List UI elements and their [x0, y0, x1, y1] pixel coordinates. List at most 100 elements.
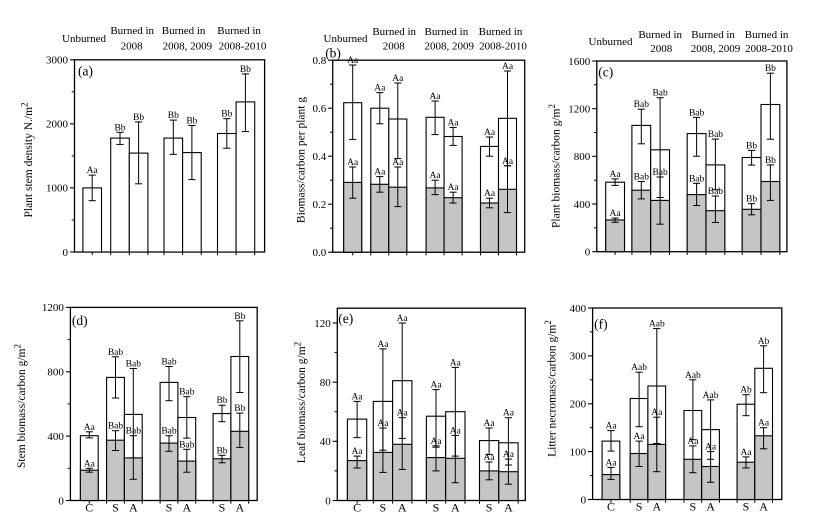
- svg-text:Aa: Aa: [84, 423, 96, 433]
- svg-text:Burned in: Burned in: [162, 25, 206, 37]
- svg-text:S: S: [743, 500, 750, 514]
- svg-text:Bab: Bab: [126, 360, 142, 370]
- svg-text:Bab: Bab: [126, 427, 142, 437]
- svg-text:A: A: [759, 500, 768, 514]
- svg-text:Litter necromass/carbon g/m2: Litter necromass/carbon g/m2: [543, 320, 559, 457]
- svg-text:Aa: Aa: [503, 450, 515, 460]
- svg-text:(c): (c): [598, 65, 613, 80]
- svg-text:Aa: Aa: [430, 437, 442, 447]
- svg-text:2008-2010: 2008-2010: [745, 43, 793, 55]
- svg-text:Burned in: Burned in: [110, 25, 154, 37]
- svg-text:400: 400: [570, 303, 587, 315]
- svg-text:Bab: Bab: [652, 89, 668, 99]
- svg-text:2008, 2009: 2008, 2009: [425, 40, 475, 52]
- svg-text:Plant biomass/carbon g/m2: Plant biomass/carbon g/m2: [547, 104, 563, 228]
- svg-text:Bb: Bb: [186, 117, 197, 127]
- svg-text:0: 0: [325, 495, 331, 507]
- svg-text:S: S: [433, 501, 440, 515]
- svg-text:Aa: Aa: [347, 158, 359, 168]
- svg-text:1000: 1000: [46, 183, 69, 195]
- svg-text:Bab: Bab: [634, 100, 650, 110]
- svg-text:0.0: 0.0: [312, 247, 326, 259]
- svg-text:Aa: Aa: [687, 437, 699, 447]
- svg-text:A: A: [182, 501, 191, 515]
- svg-text:Aa: Aa: [352, 392, 364, 402]
- svg-text:0: 0: [581, 494, 587, 506]
- svg-text:Burned in: Burned in: [745, 29, 789, 41]
- svg-text:800: 800: [47, 367, 64, 379]
- svg-text:Bab: Bab: [689, 108, 705, 118]
- svg-text:Aa: Aa: [374, 84, 386, 94]
- svg-text:3000: 3000: [46, 55, 69, 67]
- svg-text:A: A: [129, 501, 138, 515]
- svg-text:80: 80: [320, 377, 332, 389]
- svg-text:Ab: Ab: [758, 337, 770, 347]
- svg-text:S: S: [690, 500, 697, 514]
- svg-text:0: 0: [63, 247, 69, 259]
- svg-text:Bab: Bab: [108, 422, 124, 432]
- svg-text:Aa: Aa: [87, 166, 99, 176]
- svg-text:2008: 2008: [383, 40, 406, 52]
- svg-text:Aa: Aa: [605, 458, 617, 468]
- svg-text:Aa: Aa: [484, 128, 496, 138]
- svg-text:A: A: [706, 500, 715, 514]
- svg-text:Bab: Bab: [161, 427, 177, 437]
- svg-text:S: S: [486, 501, 493, 515]
- svg-text:2008, 2009: 2008, 2009: [163, 41, 213, 53]
- svg-text:200: 200: [570, 399, 587, 411]
- svg-text:Bb: Bb: [216, 446, 227, 456]
- svg-text:Aa: Aa: [430, 92, 442, 102]
- svg-text:A: A: [451, 501, 460, 515]
- svg-text:Unburned: Unburned: [589, 36, 633, 48]
- svg-text:Bab: Bab: [179, 440, 195, 450]
- svg-text:Biomass/carbon per plant g: Biomass/carbon per plant g: [296, 97, 308, 223]
- svg-text:Aa: Aa: [740, 448, 752, 458]
- svg-text:1200: 1200: [568, 104, 591, 116]
- svg-text:Aa: Aa: [430, 381, 442, 391]
- svg-text:S: S: [636, 500, 643, 514]
- svg-text:Aa: Aa: [484, 189, 496, 199]
- svg-text:1200: 1200: [42, 302, 65, 314]
- svg-text:A: A: [235, 501, 244, 515]
- svg-text:S: S: [219, 501, 226, 515]
- svg-text:Bb: Bb: [765, 156, 776, 166]
- svg-text:Aa: Aa: [502, 157, 514, 167]
- svg-text:800: 800: [574, 151, 591, 163]
- svg-text:A: A: [398, 501, 407, 515]
- svg-text:Bb: Bb: [216, 396, 227, 406]
- svg-text:Unburned: Unburned: [62, 33, 106, 45]
- svg-text:2008-2010: 2008-2010: [479, 40, 527, 52]
- svg-text:0: 0: [58, 495, 64, 507]
- svg-text:0.4: 0.4: [312, 151, 326, 163]
- svg-text:Aa: Aa: [758, 419, 770, 429]
- svg-text:S: S: [112, 501, 119, 515]
- svg-text:A: A: [504, 501, 513, 515]
- svg-text:Aa: Aa: [450, 426, 462, 436]
- svg-text:Aab: Aab: [685, 371, 701, 381]
- svg-text:2000: 2000: [46, 119, 69, 131]
- svg-text:(a): (a): [78, 63, 93, 78]
- svg-text:1600: 1600: [568, 56, 591, 68]
- svg-text:Aa: Aa: [397, 314, 409, 324]
- svg-text:Aab: Aab: [649, 320, 665, 330]
- svg-text:Burned in: Burned in: [217, 25, 261, 37]
- svg-text:0.2: 0.2: [312, 199, 326, 211]
- svg-text:Plant stem density N./m2: Plant stem density N./m2: [20, 102, 36, 217]
- svg-text:0: 0: [585, 247, 591, 259]
- svg-text:C: C: [607, 500, 615, 514]
- svg-text:Aa: Aa: [634, 432, 646, 442]
- svg-text:Aa: Aa: [651, 408, 663, 418]
- svg-text:C: C: [85, 501, 93, 515]
- svg-text:S: S: [166, 501, 173, 515]
- svg-text:Bab: Bab: [652, 168, 668, 178]
- svg-text:Burned in: Burned in: [638, 29, 682, 41]
- svg-text:Bab: Bab: [708, 130, 724, 140]
- svg-text:Aa: Aa: [84, 459, 96, 469]
- svg-text:Burned in: Burned in: [372, 26, 416, 38]
- svg-text:Aa: Aa: [610, 209, 622, 219]
- svg-text:Aa: Aa: [352, 447, 364, 457]
- svg-text:(d): (d): [72, 313, 88, 328]
- svg-text:2008: 2008: [121, 41, 144, 53]
- svg-text:Aa: Aa: [347, 56, 359, 66]
- svg-text:2008: 2008: [650, 43, 673, 55]
